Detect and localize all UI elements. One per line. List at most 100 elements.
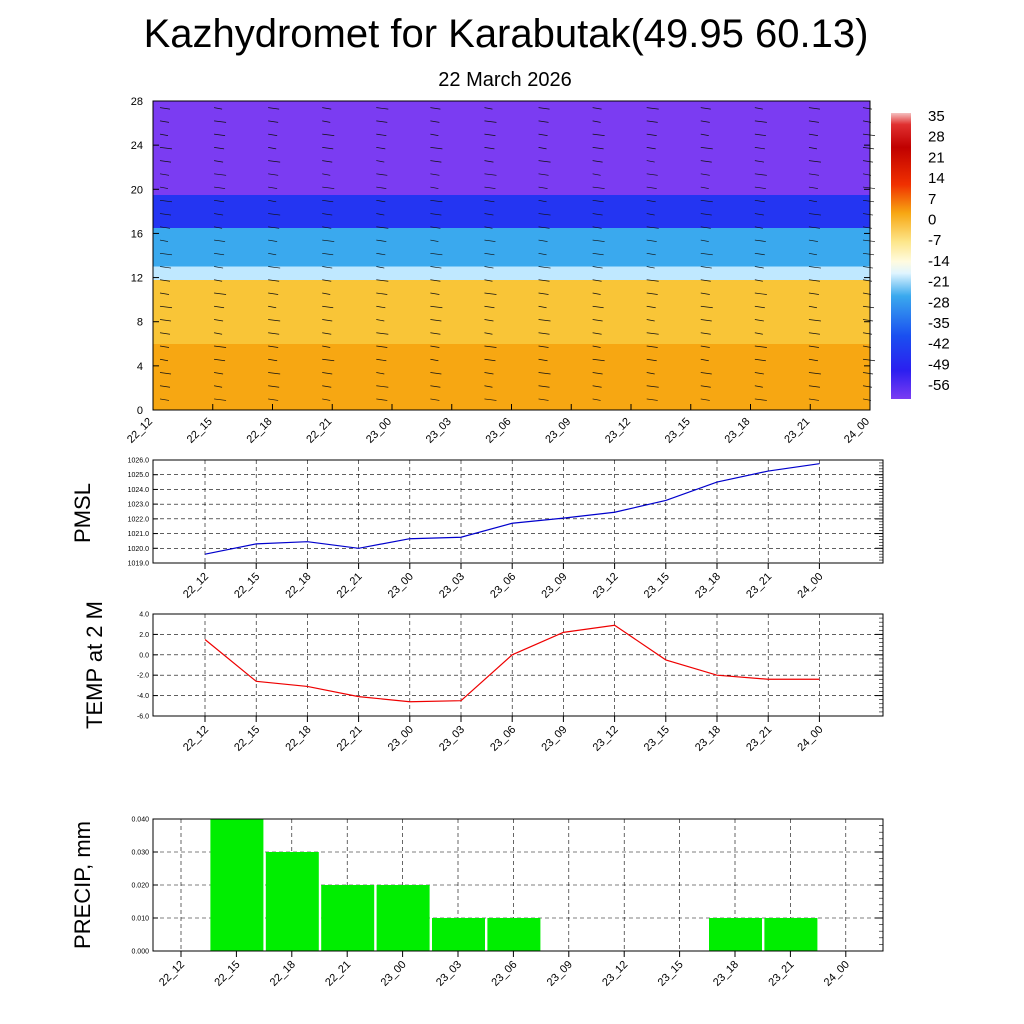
x-tick-label: 23_03 xyxy=(434,959,464,989)
wind-barb xyxy=(646,292,658,295)
wind-barb xyxy=(700,252,713,256)
wind-barb xyxy=(268,319,281,322)
wind-barb xyxy=(376,213,385,216)
wind-barb xyxy=(268,160,281,163)
wind-barb xyxy=(268,358,278,362)
wind-barb xyxy=(538,252,547,256)
wind-barb xyxy=(322,319,333,322)
wind-barb xyxy=(592,226,602,229)
wind-barb xyxy=(484,147,495,150)
wind-barb xyxy=(646,147,656,150)
wind-barb xyxy=(322,186,335,189)
wind-barb xyxy=(484,358,496,362)
x-tick-label: 23_06 xyxy=(488,571,518,601)
wind-barb xyxy=(592,147,604,150)
wind-barb xyxy=(808,398,819,401)
wind-barb xyxy=(646,345,658,348)
wind-barb xyxy=(808,133,818,136)
wind-barb xyxy=(322,147,334,150)
wind-barb xyxy=(700,266,712,269)
y-tick-label: 0 xyxy=(137,405,143,417)
wind-barb xyxy=(592,213,603,216)
wind-barb xyxy=(646,398,658,401)
wind-barb xyxy=(646,239,657,242)
wind-barb xyxy=(268,226,280,229)
x-tick-label: 23_00 xyxy=(386,571,416,601)
wind-barb xyxy=(808,319,821,322)
y-axis-label: PRECIP, mm xyxy=(70,821,95,949)
wind-barb xyxy=(322,120,331,123)
precip-bar xyxy=(487,918,541,951)
wind-barb xyxy=(159,173,170,176)
wind-barb xyxy=(322,213,333,216)
wind-barb xyxy=(754,226,763,229)
wind-barb xyxy=(592,266,603,269)
wind-barb xyxy=(214,292,227,295)
precip-bar xyxy=(321,885,375,951)
x-tick-label: 23_00 xyxy=(386,724,416,754)
wind-barb xyxy=(700,199,713,203)
wind-barb xyxy=(700,319,712,322)
x-tick-label: 23_09 xyxy=(539,571,569,601)
colorbar-scale xyxy=(891,113,911,399)
x-tick-label: 23_12 xyxy=(591,724,621,754)
wind-barb xyxy=(538,279,550,282)
wind-barb xyxy=(430,279,441,282)
colorbar-label: -56 xyxy=(928,377,950,394)
wind-barb xyxy=(862,199,875,203)
wind-barb xyxy=(754,120,767,123)
x-tick-label: 22_18 xyxy=(268,959,298,989)
wind-barb xyxy=(430,305,443,309)
x-tick-label: 22_18 xyxy=(283,571,313,601)
wind-barb xyxy=(754,345,767,348)
wind-barb xyxy=(862,319,874,322)
wind-barb xyxy=(538,398,549,401)
y-tick-label: -2.0 xyxy=(137,673,149,680)
wind-barb xyxy=(646,120,658,123)
x-tick-label: 22_12 xyxy=(157,959,187,989)
x-tick-label: 22_15 xyxy=(232,571,262,601)
colorbar-label: 28 xyxy=(928,129,945,146)
x-tick-label: 23_18 xyxy=(693,571,723,601)
x-tick-label: 23_03 xyxy=(424,416,454,446)
x-tick-label: 23_09 xyxy=(545,959,575,989)
wind-barb xyxy=(700,213,712,216)
y-tick-label: 0.000 xyxy=(131,949,149,956)
wind-barb xyxy=(430,186,439,189)
wind-barb xyxy=(376,107,389,110)
wind-barb xyxy=(808,120,819,123)
wind-barb xyxy=(808,292,819,295)
wind-barb xyxy=(646,252,656,256)
wind-barb xyxy=(808,252,817,256)
wind-barb xyxy=(159,372,172,375)
wind-barb xyxy=(862,358,876,362)
wind-barb xyxy=(268,332,280,335)
wind-barb xyxy=(538,385,550,388)
colorbar-label: -42 xyxy=(928,336,950,353)
wind-barb xyxy=(268,385,280,388)
wind-barb xyxy=(268,120,279,123)
wind-barb xyxy=(538,120,549,123)
colorbar-label: -49 xyxy=(928,356,950,373)
wind-barb xyxy=(484,213,494,216)
wind-barb xyxy=(214,252,225,256)
precip-bar xyxy=(764,918,818,951)
wind-barb xyxy=(754,133,766,136)
y-tick-label: 0.010 xyxy=(131,916,149,923)
wind-barb xyxy=(700,120,710,123)
x-tick-label: 23_21 xyxy=(744,724,774,754)
wind-barb xyxy=(646,160,655,163)
y-tick-label: 1019.0 xyxy=(128,561,150,568)
wind-barb xyxy=(862,252,875,256)
wind-barb xyxy=(592,385,602,388)
wind-barb xyxy=(159,239,169,242)
wind-barb xyxy=(430,173,440,176)
wind-barb xyxy=(430,120,440,123)
wind-barb xyxy=(214,160,224,163)
wind-barb xyxy=(646,199,656,203)
x-tick-label: 23_03 xyxy=(437,571,467,601)
wind-barb xyxy=(646,319,655,322)
wind-barb xyxy=(159,199,173,203)
wind-barb xyxy=(592,173,601,176)
